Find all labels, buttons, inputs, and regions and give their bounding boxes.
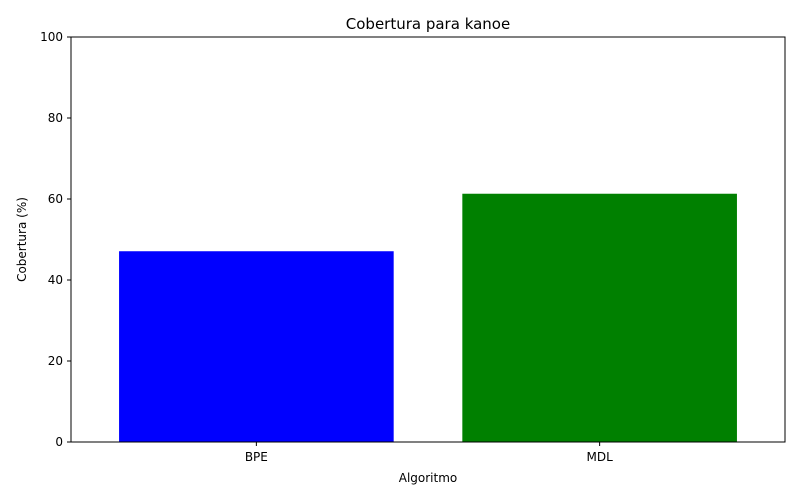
x-axis-ticks: BPE MDL [245,442,613,464]
y-tick-label: 60 [48,192,63,206]
chart-title: Cobertura para kanoe [346,15,510,33]
plot-frame [70,36,786,443]
x-axis-title: Algoritmo [399,471,458,485]
y-tick-label: 80 [48,111,63,125]
bar-mdl [462,193,737,442]
y-tick-label: 40 [48,273,63,287]
y-tick-label: 100 [40,30,63,44]
bar-bpe [119,251,394,442]
y-tick-label: 0 [55,435,63,449]
y-axis-ticks: 0 20 40 60 80 100 [40,30,71,449]
x-tick-label: BPE [245,450,268,464]
y-axis-title: Cobertura (%) [15,197,29,282]
x-tick-label: MDL [586,450,613,464]
bars-group [119,193,737,442]
y-tick-label: 20 [48,354,63,368]
